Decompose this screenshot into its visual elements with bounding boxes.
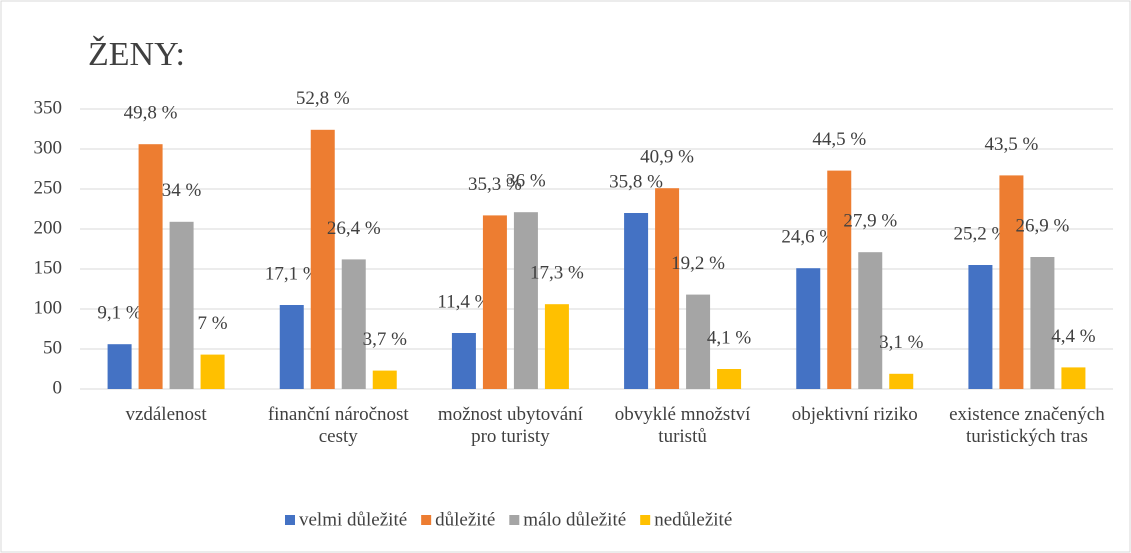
data-label: 17,3 % [530,263,584,284]
chart-title: ŽENY: [88,36,185,73]
bar [279,305,304,389]
bar [624,213,649,389]
x-tick-label: obvyklé množství turistů [614,404,751,447]
legend-swatch [640,515,651,525]
legend-label: nedůležité [654,509,732,530]
data-label: 36 % [506,171,546,192]
legend-swatch [509,515,520,525]
legend-swatch [285,515,295,525]
bar [968,265,993,389]
data-label: 34 % [162,180,202,201]
bar [796,268,821,389]
x-tick-label: existence značených turistických tras [949,404,1105,447]
data-label: 27,9 % [843,211,897,232]
y-tick-label: 200 [34,217,63,238]
bar [372,370,397,389]
x-tick-label: finanční náročnost cesty [267,404,409,447]
data-label: 9,1 % [97,303,142,324]
bar [341,259,366,389]
data-label: 49,8 % [124,103,178,124]
bar [482,215,507,389]
x-tick-label: objektivní riziko [791,404,918,425]
data-label: 3,1 % [879,332,924,353]
bar [544,304,569,389]
data-label: 4,1 % [707,327,752,348]
bar [999,175,1024,389]
legend-swatch [421,515,432,525]
bar [1061,367,1086,389]
data-label: 35,3 % [468,174,522,195]
y-tick-label: 50 [43,337,62,358]
data-label: 19,2 % [671,253,725,274]
data-label: 4,4 % [1051,326,1096,347]
bar [655,188,680,389]
data-label: 26,9 % [1016,215,1070,236]
data-label: 3,7 % [363,329,408,350]
x-tick-label: vzdálenost [125,404,207,425]
y-tick-label: 350 [34,97,63,118]
data-label: 35,8 % [609,171,663,192]
legend-label: málo důležité [523,509,626,530]
bar [827,170,852,389]
y-tick-label: 0 [53,377,63,398]
data-label: 44,5 % [812,129,866,150]
data-label: 17,1 % [265,263,319,284]
bar [451,333,476,389]
data-label: 24,6 % [781,227,835,248]
data-label: 11,4 % [437,291,490,312]
bar [169,221,194,389]
legend-label: důležité [435,509,495,530]
data-label: 26,4 % [327,218,381,239]
bar [107,344,132,389]
y-tick-label: 250 [34,177,63,198]
data-label: 7 % [198,313,228,334]
bar [200,354,225,389]
data-label: 52,8 % [296,88,350,109]
legend-label: velmi důležité [299,509,407,530]
y-tick-label: 150 [34,257,63,278]
bar [1030,257,1055,389]
bar [717,369,742,389]
data-label: 40,9 % [640,147,694,168]
x-tick-label: možnost ubytování pro turisty [437,404,583,447]
bar [858,252,883,389]
bar [513,212,538,389]
data-label: 43,5 % [985,134,1039,155]
bar [138,144,163,389]
y-tick-label: 100 [34,297,63,318]
data-label: 25,2 % [954,223,1008,244]
bar [889,373,914,389]
bar [686,294,711,389]
bar [310,129,335,390]
y-tick-label: 300 [34,137,63,158]
